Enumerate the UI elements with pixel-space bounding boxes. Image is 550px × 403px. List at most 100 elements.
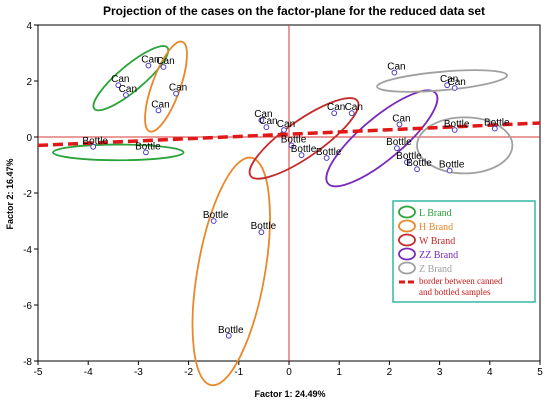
x-tick-label: 4	[487, 367, 493, 378]
legend-border-label-line1: border between canned	[419, 276, 503, 286]
data-point	[258, 229, 265, 236]
legend-entry-label: H Brand	[419, 222, 453, 233]
data-point	[414, 166, 420, 173]
data-point	[225, 332, 232, 339]
data-point	[258, 117, 265, 124]
data-point	[444, 82, 451, 89]
data-point	[451, 127, 458, 133]
data-point-label: Can	[440, 74, 458, 85]
data-point	[331, 110, 338, 117]
data-point	[145, 62, 152, 69]
legend-swatch	[398, 233, 416, 247]
data-point	[281, 127, 287, 133]
y-tick-label: -4	[23, 245, 32, 256]
legend-swatch	[398, 247, 416, 261]
data-point	[122, 92, 129, 98]
group-ellipse	[52, 143, 185, 162]
data-point-label: Can	[392, 113, 410, 124]
data-point	[115, 82, 122, 89]
data-point-label: Bottle	[82, 136, 108, 147]
data-points: CanCanCanBottleBottleCanCanCanBottleBott…	[82, 55, 510, 339]
data-point-label: Can	[259, 116, 277, 127]
legend-swatch	[398, 261, 416, 275]
data-point	[451, 85, 458, 91]
data-point	[210, 218, 217, 224]
group-ellipse	[376, 69, 509, 93]
legend-entry-label: W Brand	[419, 236, 455, 247]
legend: L Brand H Brand W Brand ZZ Brand Z Brandbord…	[392, 200, 536, 303]
data-point-label: Can	[119, 84, 137, 95]
group-ellipse	[92, 45, 170, 112]
legend-box	[392, 200, 536, 303]
data-point-label: Bottle	[396, 151, 422, 162]
legend-entry-label: ZZ Brand	[419, 250, 458, 261]
data-point-label: Can	[169, 83, 187, 94]
data-point	[391, 69, 398, 76]
x-tick-label: 2	[387, 367, 393, 378]
y-tick-label: -8	[23, 357, 32, 368]
y-tick-label: 0	[26, 133, 32, 144]
legend-entry-label: Z Brand	[419, 264, 452, 275]
group-ellipse	[144, 40, 188, 133]
data-point-label: Can	[447, 77, 465, 88]
x-tick-label: -2	[184, 367, 193, 378]
border-line	[37, 121, 541, 148]
group-ellipse	[191, 156, 271, 387]
data-point	[155, 107, 162, 114]
data-point-label: Can	[277, 119, 295, 130]
data-point	[348, 110, 355, 117]
data-point-label: Can	[327, 102, 345, 113]
x-tick-label: 3	[437, 367, 443, 378]
data-point-label: Bottle	[218, 325, 244, 336]
data-point-label: Bottle	[135, 141, 161, 152]
group-ellipse	[416, 116, 514, 175]
data-point-label: Can	[345, 102, 363, 113]
x-tick-label: -4	[84, 367, 93, 378]
group-ellipse	[325, 89, 439, 188]
data-point-label: Bottle	[251, 221, 277, 232]
legend-border-label-line2: and bottled samples	[419, 287, 491, 297]
axis-ticks: -5 -4 -3 -2 -1 0 1 2 3 4 5 -8 -6 -4 -2 0 2 4	[23, 21, 543, 378]
data-point-label: Bottle	[406, 158, 432, 169]
data-point	[394, 145, 400, 152]
x-tick-label: 0	[286, 367, 292, 378]
border-line-group	[37, 121, 541, 148]
data-point-label: Bottle	[444, 119, 470, 130]
data-point	[263, 124, 270, 131]
data-point-label: Bottle	[203, 210, 229, 221]
legend-swatch	[398, 205, 416, 219]
group-ellipse	[248, 97, 360, 180]
data-point-label: Bottle	[439, 160, 465, 171]
data-point	[491, 125, 498, 132]
data-point-label: Can	[156, 56, 174, 67]
x-tick-label: 5	[537, 367, 543, 378]
legend-swatch	[398, 219, 416, 233]
data-point-label: Can	[387, 62, 405, 73]
y-axis-label: Factor 2: 16.47%	[5, 158, 15, 229]
x-tick-label: 1	[336, 367, 342, 378]
data-point-label: Bottle	[386, 137, 412, 148]
data-point	[90, 143, 97, 150]
y-tick-label: 4	[26, 21, 32, 32]
legend-entry-label: L Brand	[419, 208, 452, 219]
data-point	[143, 149, 149, 156]
y-tick-label: 2	[26, 77, 32, 88]
data-point-label: Can	[141, 55, 159, 66]
data-point	[288, 142, 295, 149]
x-axis-label: Factor 1: 24.49%	[254, 389, 325, 399]
data-point	[298, 152, 305, 159]
x-tick-label: -1	[234, 367, 243, 378]
x-tick-label: -3	[134, 367, 143, 378]
y-tick-label: -2	[23, 189, 32, 200]
data-point-label: Can	[111, 74, 129, 85]
data-point	[404, 159, 410, 166]
group-ellipses	[52, 40, 514, 387]
data-point	[160, 64, 167, 70]
data-point	[446, 167, 453, 174]
data-point	[173, 90, 179, 97]
chart-title: Projection of the cases on the factor-pl…	[103, 4, 485, 18]
data-point-label: Can	[254, 109, 272, 120]
x-tick-label: -5	[34, 367, 43, 378]
data-point-label: Bottle	[291, 144, 317, 155]
